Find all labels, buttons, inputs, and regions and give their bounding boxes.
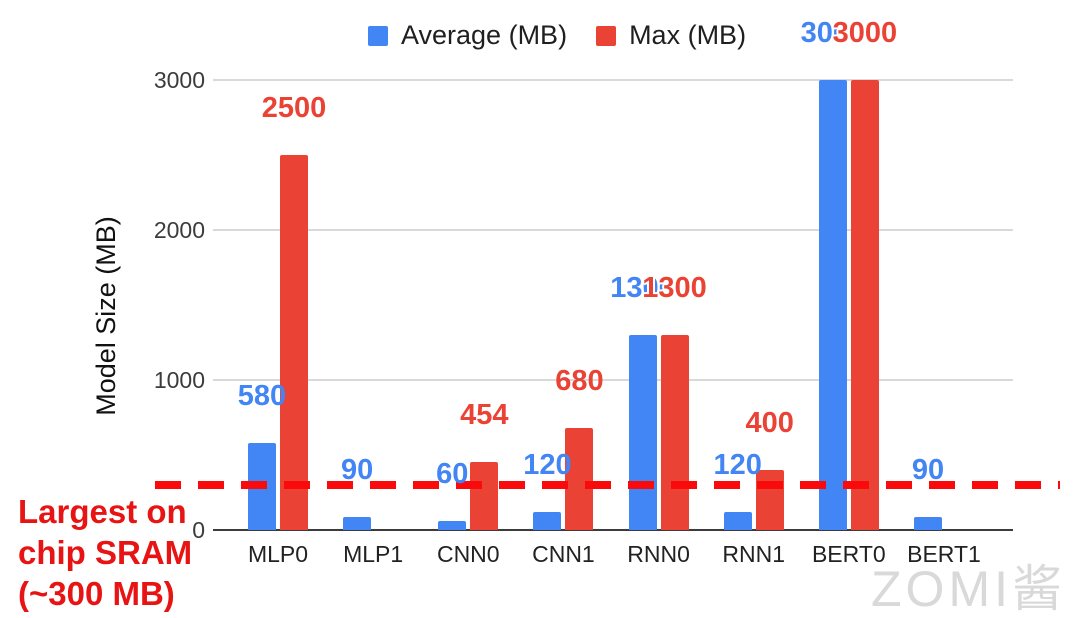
x-label-CNN0: CNN0	[436, 541, 500, 567]
y-tick-label-0: 0	[192, 517, 205, 543]
average-bar-BERT0	[818, 80, 847, 530]
max-bar-MLP0	[280, 155, 308, 530]
x-label-BERT0: BERT0	[811, 541, 886, 567]
average-swatch	[368, 25, 388, 46]
average-bar-RNN0	[628, 335, 657, 530]
average-label-CNN0: 60	[436, 458, 469, 490]
average-label-BERT1: 90	[911, 453, 945, 486]
x-label-RNN1: RNN1	[722, 541, 785, 567]
sram-annotation: Largest on chip SRAM (~300 MB)	[18, 491, 192, 614]
x-label-MLP1: MLP1	[343, 541, 404, 567]
max-label-RNN1: 400	[745, 407, 794, 439]
average-bar-RNN1	[723, 512, 752, 530]
legend-label-average: Average (MB)	[401, 20, 568, 50]
max-bar-RNN0	[660, 335, 689, 530]
max-label-BERT0: 3000	[832, 17, 898, 49]
gridline-1000	[213, 379, 1013, 381]
annotation-line-3: (~300 MB)	[18, 575, 175, 612]
average-label-CNN1: 120	[523, 449, 572, 481]
x-label-BERT1: BERT1	[907, 541, 981, 567]
max-bar-CNN0	[470, 461, 499, 530]
average-bar-MLP1	[343, 516, 372, 530]
average-label-RNN1: 120	[713, 449, 762, 481]
average-label-MLP0: 580	[237, 380, 287, 412]
annotation-line-2: chip SRAM	[18, 534, 193, 571]
y-axis-title: Model Size (MB)	[91, 216, 121, 416]
max-label-CNN0: 454	[460, 398, 509, 431]
average-bar-CNN0	[438, 521, 467, 530]
x-label-MLP0: MLP0	[247, 541, 309, 567]
average-label-BERT0: 3000	[800, 17, 866, 49]
annotation-line-1: Largest on	[18, 493, 187, 530]
sram-threshold-line	[155, 481, 1060, 489]
legend-item-max[interactable]: Max (MB)	[596, 20, 746, 51]
average-bar-BERT1	[913, 516, 942, 530]
x-label-RNN0: RNN0	[627, 541, 690, 567]
average-label-RNN0: 1300	[610, 272, 675, 304]
legend-item-average[interactable]: Average (MB)	[368, 20, 567, 51]
max-swatch	[596, 25, 617, 46]
y-tick-label-1000: 1000	[153, 367, 205, 393]
gridline-2000	[213, 229, 1013, 231]
max-bar-BERT0	[850, 80, 879, 530]
legend: Average (MB) Max (MB)	[368, 20, 746, 51]
y-tick-label-2000: 2000	[153, 217, 205, 243]
max-label-CNN1: 680	[555, 365, 604, 397]
max-label-RNN0: 1300	[642, 272, 707, 304]
x-label-CNN1: CNN1	[532, 541, 595, 567]
legend-label-max: Max (MB)	[629, 20, 747, 50]
max-label-MLP0: 2500	[261, 92, 327, 124]
y-tick-label-3000: 3000	[153, 67, 205, 93]
average-label-MLP1: 90	[340, 453, 374, 486]
gridline-3000	[213, 79, 1013, 81]
max-bar-RNN1	[755, 470, 784, 530]
gridline-0	[213, 529, 1013, 531]
watermark: ZOMI酱	[871, 561, 1066, 617]
max-bar-CNN1	[565, 428, 594, 530]
average-bar-CNN1	[533, 512, 562, 530]
